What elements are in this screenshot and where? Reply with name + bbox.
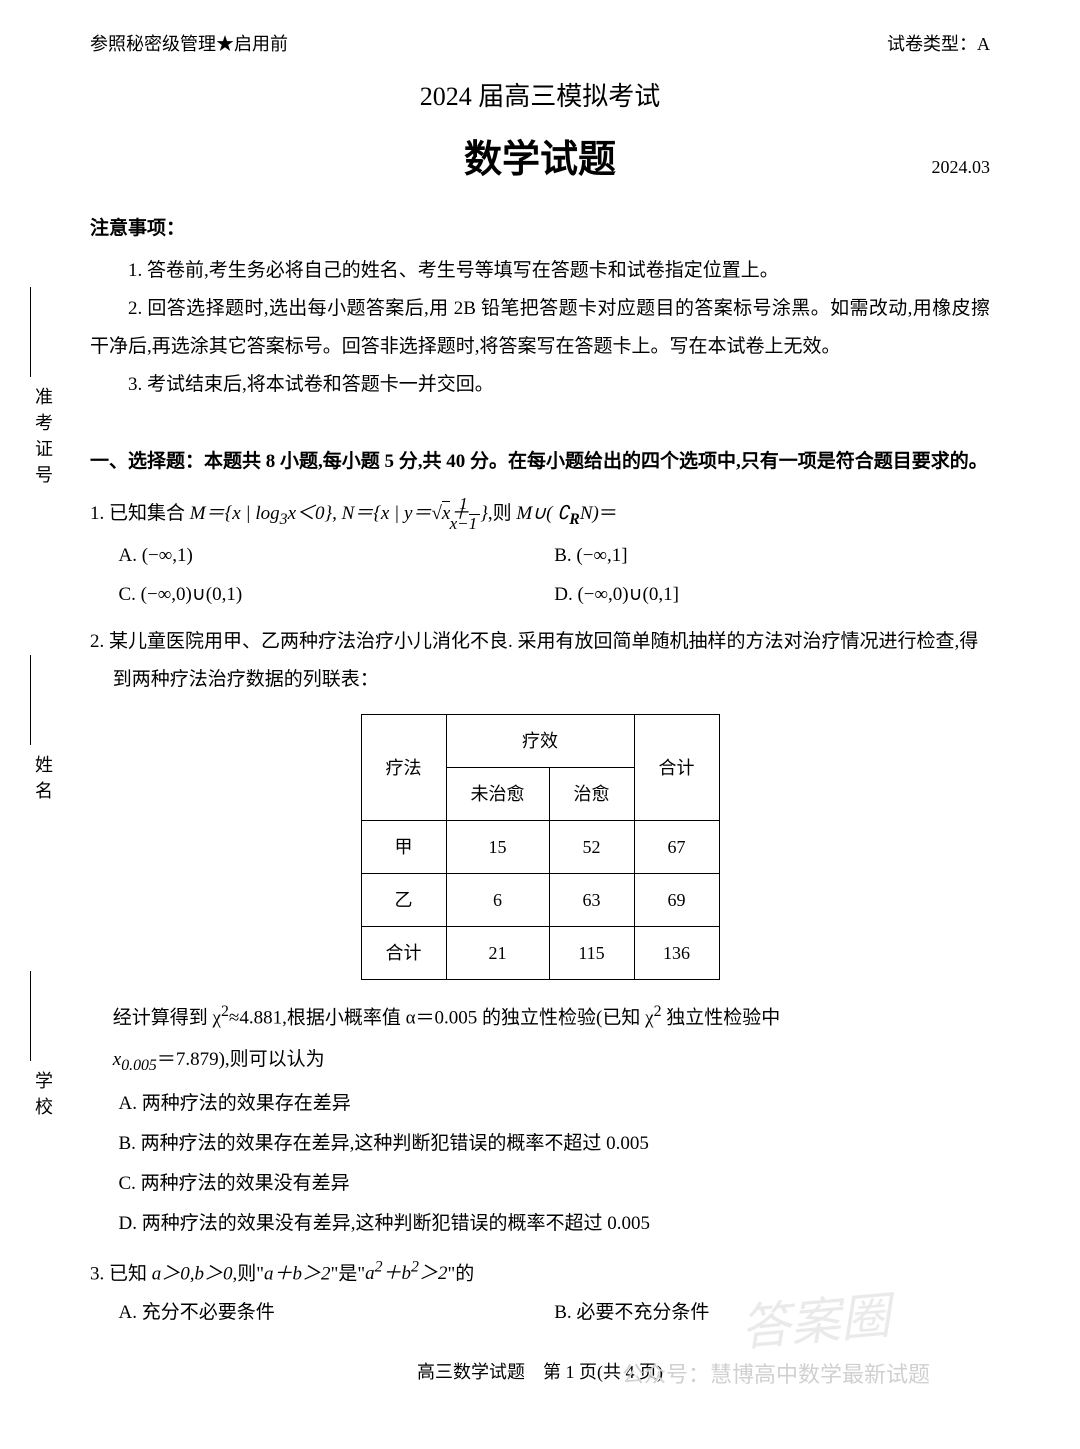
notice-2: 2. 回答选择题时,选出每小题答案后,用 2B 铅笔把答题卡对应题目的答案标号涂… <box>90 290 990 366</box>
exam-date: 2024.03 <box>932 157 991 178</box>
q3-opt-a: A. 充分不必要条件 <box>119 1293 555 1333</box>
th-total: 合计 <box>634 715 719 821</box>
th-therapy: 疗法 <box>361 715 446 821</box>
a-c: 52 <box>549 821 634 874</box>
page-footer: 答案圈 高三数学试题 第 1 页(共 4 页) 公众号：慧博高中数学最新试题 <box>90 1358 990 1384</box>
question-1: 1. 已知集合 M＝{x | log3x＜0}, N＝{x | y＝√x＋1x−… <box>90 495 990 615</box>
notice-1: 1. 答卷前,考生务必将自己的姓名、考生号等填写在答题卡和试卷指定位置上。 <box>90 252 990 290</box>
t-t: 136 <box>634 927 719 980</box>
a-t: 67 <box>634 821 719 874</box>
page-content: 参照秘密级管理★启用前 试卷类型：A 2024 届高三模拟考试 数学试题 202… <box>0 0 1080 1414</box>
q2-text: 2. 某儿童医院用甲、乙两种疗法治疗小儿消化不良. 采用有放回简单随机抽样的方法… <box>113 623 990 699</box>
q2-opt-b: B. 两种疗法的效果存在差异,这种判断犯错误的概率不超过 0.005 <box>119 1124 991 1164</box>
b-t: 69 <box>634 874 719 927</box>
q2-opt-a: A. 两种疗法的效果存在差异 <box>119 1084 991 1124</box>
title-row: 数学试题 2024.03 <box>90 128 990 183</box>
q2-options: A. 两种疗法的效果存在差异 B. 两种疗法的效果存在差异,这种判断犯错误的概率… <box>119 1084 991 1244</box>
notice-3: 3. 考试结束后,将本试卷和答题卡一并交回。 <box>90 366 990 404</box>
secret-label: 参照秘密级管理★启用前 <box>90 30 288 56</box>
exam-title: 数学试题 <box>90 128 990 183</box>
question-2: 2. 某儿童医院用甲、乙两种疗法治疗小儿消化不良. 采用有放回简单随机抽样的方法… <box>90 623 990 1243</box>
th-cured: 治愈 <box>549 768 634 821</box>
b-nc: 6 <box>446 874 549 927</box>
t-c: 115 <box>549 927 634 980</box>
watermark-text: 公众号：慧博高中数学最新试题 <box>622 1357 930 1389</box>
q1-opt-b: B. (−∞,1] <box>554 536 990 576</box>
row-b-label: 乙 <box>361 874 446 927</box>
header-row: 参照秘密级管理★启用前 试卷类型：A <box>90 30 990 56</box>
th-effect: 疗效 <box>446 715 634 768</box>
q1-opt-d: D. (−∞,0)∪(0,1] <box>554 575 990 615</box>
b-c: 63 <box>549 874 634 927</box>
q2-opt-c: C. 两种疗法的效果没有差异 <box>119 1164 991 1204</box>
q1-opt-a: A. (−∞,1) <box>119 536 555 576</box>
q1-text: 1. 已知集合 M＝{x | log3x＜0}, N＝{x | y＝√x＋1x−… <box>113 495 990 535</box>
q2-table: 疗法 疗效 合计 未治愈 治愈 甲 15 52 67 乙 6 63 69 合计 <box>361 714 720 980</box>
a-nc: 15 <box>446 821 549 874</box>
watermark-circle: 答案圈 <box>737 1275 893 1360</box>
exam-subtitle: 2024 届高三模拟考试 <box>90 76 990 113</box>
q2-post: 经计算得到 χ2≈4.881,根据小概率值 α＝0.005 的独立性检验(已知 … <box>113 995 990 1084</box>
th-notcured: 未治愈 <box>446 768 549 821</box>
row-a-label: 甲 <box>361 821 446 874</box>
t-nc: 21 <box>446 927 549 980</box>
section-1-header: 一、选择题：本题共 8 小题,每小题 5 分,共 40 分。在每小题给出的四个选… <box>132 444 990 480</box>
row-total-label: 合计 <box>361 927 446 980</box>
notice-header: 注意事项： <box>90 213 990 240</box>
paper-type: 试卷类型：A <box>887 30 990 56</box>
q1-opt-c: C. (−∞,0)∪(0,1) <box>119 575 555 615</box>
q2-opt-d: D. 两种疗法的效果没有差异,这种判断犯错误的概率不超过 0.005 <box>119 1204 991 1244</box>
q1-options: A. (−∞,1) B. (−∞,1] C. (−∞,0)∪(0,1) D. (… <box>119 536 991 616</box>
